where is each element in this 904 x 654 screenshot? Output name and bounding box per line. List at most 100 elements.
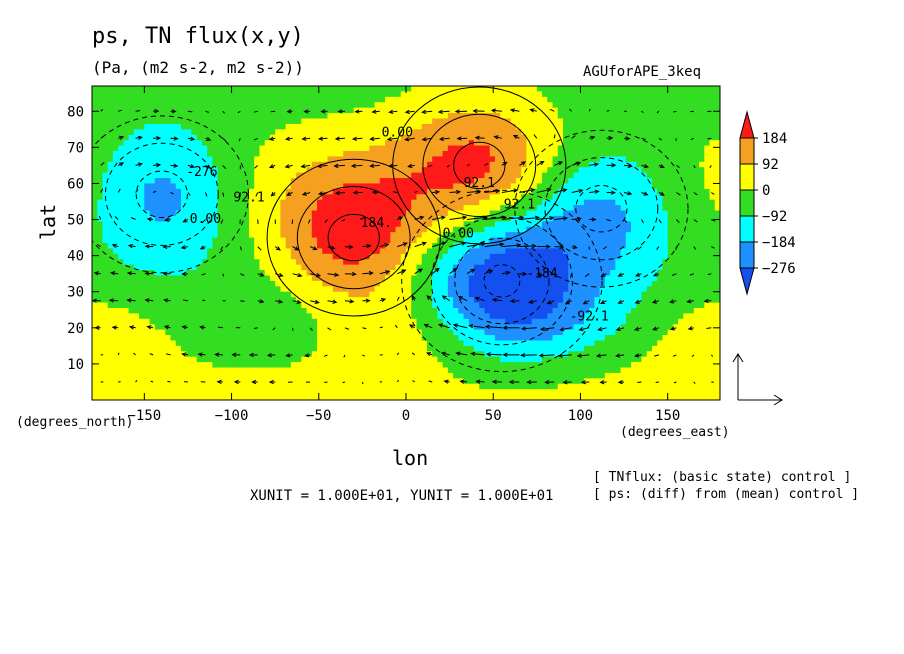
field-cell: [432, 102, 438, 109]
field-cell: [364, 383, 370, 390]
field-cell: [92, 264, 98, 271]
field-cell: [180, 259, 187, 266]
field-cell: [280, 161, 287, 168]
field-cell: [264, 367, 271, 374]
field-cell: [343, 194, 350, 201]
field-cell: [442, 307, 449, 314]
field-cell: [458, 367, 465, 374]
field-cell: [479, 372, 486, 379]
field-cell: [233, 107, 240, 114]
field-cell: [280, 194, 287, 201]
field-cell: [327, 91, 334, 98]
field-cell: [364, 232, 370, 239]
field-cell: [123, 345, 130, 352]
field-cell: [390, 313, 397, 320]
field-cell: [505, 264, 512, 271]
field-cell: [447, 383, 454, 390]
field-cell: [139, 286, 145, 293]
field-cell: [458, 324, 465, 331]
field-cell: [311, 172, 318, 179]
field-cell: [358, 324, 365, 331]
field-cell: [238, 194, 245, 201]
field-cell: [118, 378, 124, 385]
field-cell: [416, 129, 423, 136]
field-cell: [243, 307, 250, 314]
field-cell: [254, 215, 261, 222]
field-cell: [332, 102, 339, 109]
field-cell: [369, 259, 376, 266]
field-cell: [160, 188, 166, 195]
field-cell: [133, 275, 140, 282]
field-cell: [494, 313, 501, 320]
field-cell: [222, 340, 229, 347]
field-cell: [411, 280, 418, 287]
field-cell: [453, 183, 459, 190]
field-cell: [484, 172, 491, 179]
field-cell: [374, 313, 381, 320]
field-cell: [505, 129, 512, 136]
field-cell: [228, 102, 234, 109]
field-cell: [243, 335, 250, 342]
field-cell: [474, 270, 480, 277]
field-cell: [400, 378, 407, 385]
field-cell: [102, 86, 109, 93]
field-cell: [474, 291, 480, 298]
field-cell: [222, 286, 229, 293]
field-cell: [107, 215, 114, 222]
field-cell: [468, 378, 475, 385]
field-cell: [510, 356, 517, 363]
field-cell: [395, 237, 402, 244]
field-cell: [453, 118, 459, 125]
field-cell: [421, 172, 428, 179]
field-cell: [322, 134, 329, 141]
field-cell: [374, 129, 381, 136]
field-cell: [421, 275, 428, 282]
field-cell: [180, 253, 187, 260]
field-cell: [364, 237, 370, 244]
field-cell: [332, 243, 339, 250]
field-cell: [327, 313, 334, 320]
field-cell: [311, 221, 318, 228]
field-cell: [390, 345, 397, 352]
field-cell: [201, 389, 208, 396]
field-cell: [463, 205, 470, 212]
field-cell: [92, 107, 98, 114]
field-cell: [259, 307, 266, 314]
field-cell: [123, 383, 130, 390]
field-cell: [254, 178, 261, 185]
field-cell: [102, 307, 109, 314]
field-cell: [207, 178, 213, 185]
field-cell: [437, 91, 444, 98]
field-cell: [421, 194, 428, 201]
field-cell: [521, 345, 527, 352]
field-cell: [432, 205, 438, 212]
field-cell: [97, 264, 104, 271]
field-cell: [280, 150, 287, 157]
field-cell: [442, 145, 449, 152]
field-cell: [500, 178, 507, 185]
field-cell: [327, 307, 334, 314]
field-cell: [515, 91, 522, 98]
field-cell: [249, 210, 255, 217]
field-cell: [348, 389, 355, 396]
field-cell: [123, 389, 130, 396]
field-cell: [301, 118, 308, 125]
field-cell: [348, 96, 355, 103]
field-cell: [243, 102, 250, 109]
field-cell: [510, 161, 517, 168]
field-cell: [154, 313, 161, 320]
field-cell: [175, 178, 182, 185]
field-cell: [521, 140, 527, 147]
field-cell: [317, 248, 323, 255]
field-cell: [358, 183, 365, 190]
field-cell: [515, 113, 522, 120]
field-cell: [238, 302, 245, 309]
field-cell: [479, 394, 486, 400]
field-cell: [222, 372, 229, 379]
field-cell: [191, 183, 198, 190]
field-cell: [186, 96, 193, 103]
field-cell: [332, 307, 339, 314]
field-cell: [154, 210, 161, 217]
field-cell: [254, 302, 261, 309]
field-cell: [133, 102, 140, 109]
